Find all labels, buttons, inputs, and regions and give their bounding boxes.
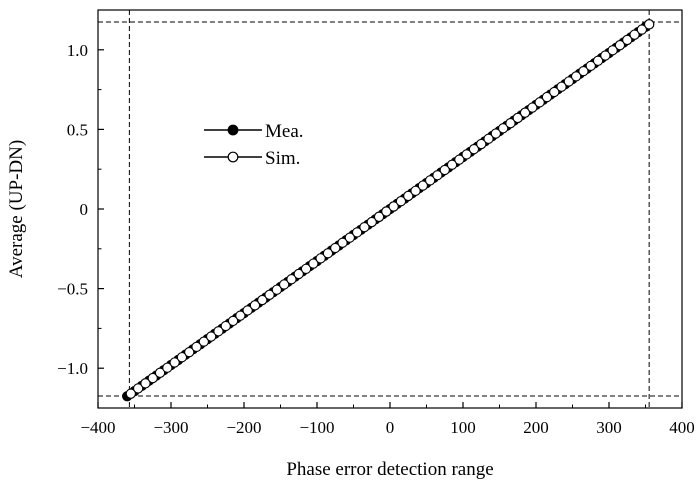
sim-data-point: [169, 357, 180, 368]
sim-data-point: [395, 196, 407, 207]
sim-data-point: [403, 190, 414, 202]
sim-data-point: [388, 201, 399, 212]
sim-data-point: [629, 29, 640, 40]
sim-data-point: [571, 71, 582, 82]
sim-data-point: [454, 154, 465, 165]
reference-lines: [98, 10, 682, 408]
sim-data-point: [483, 133, 494, 144]
sim-data-point: [373, 211, 385, 222]
legend-label-mea: Mea.: [265, 121, 304, 142]
x-tick-label: 100: [450, 418, 476, 437]
sim-data-point: [541, 91, 553, 103]
sim-data-point: [461, 149, 472, 160]
sim-data-point: [154, 367, 166, 378]
legend-marker-sim: [227, 151, 239, 163]
x-tick-label: 400: [669, 418, 695, 437]
sim-data-point: [585, 60, 596, 72]
sim-data-point: [293, 268, 304, 280]
y-tick-label: 0: [80, 200, 89, 219]
sim-data-point: [505, 118, 516, 129]
sim-data-point: [147, 372, 158, 384]
sim-data-point: [549, 86, 560, 98]
sim-data-point: [278, 279, 290, 290]
sim-data-point: [644, 19, 655, 30]
x-tick-label: −200: [226, 418, 261, 437]
x-tick-label: −400: [80, 418, 115, 437]
legend-label-sim: Sim.: [265, 148, 300, 169]
sim-data-point: [497, 123, 509, 134]
sim-data-point: [344, 232, 355, 243]
y-tick-label: −0.5: [57, 280, 88, 299]
sim-data-point: [578, 65, 589, 77]
x-axis-ticks: −400 −300 −200 −100 0 100 200 300 400: [80, 402, 695, 437]
sim-data-point: [351, 227, 363, 238]
sim-data-point: [235, 310, 246, 321]
x-tick-label: 200: [523, 418, 549, 437]
sim-data-point: [614, 40, 626, 51]
sim-data-point: [227, 315, 239, 327]
sim-data-point: [600, 50, 611, 61]
sim-data-point: [205, 331, 217, 342]
sim-data-point: [198, 336, 209, 347]
data-markers: [122, 19, 655, 402]
sim-data-point: [322, 248, 334, 259]
sim-data-point: [381, 206, 392, 217]
y-axis-ticks: −1.0 −0.5 0 0.5 1.0: [57, 41, 104, 378]
sim-data-point: [490, 128, 501, 139]
sim-data-point: [410, 185, 421, 197]
legend-marker-mea: [227, 124, 239, 136]
sim-data-point: [476, 138, 487, 150]
sim-data-point: [140, 378, 151, 389]
x-tick-label: −100: [299, 418, 334, 437]
sim-data-point: [512, 112, 523, 124]
sim-data-point: [424, 175, 436, 186]
x-tick-label: −300: [153, 418, 188, 437]
y-tick-label: −1.0: [57, 359, 88, 378]
sim-data-point: [519, 107, 531, 118]
sim-data-point: [271, 284, 282, 295]
x-axis-title: Phase error detection range: [286, 459, 493, 480]
sim-data-point: [330, 242, 341, 254]
sim-data-point: [286, 274, 297, 285]
sim-data-point: [162, 362, 173, 373]
sim-data-point: [337, 237, 348, 248]
sim-data-point: [563, 76, 574, 87]
sim-data-point: [125, 388, 137, 399]
sim-data-point: [257, 294, 268, 306]
sim-data-point: [191, 341, 202, 353]
sim-data-point: [359, 221, 370, 233]
x-tick-label: 300: [596, 418, 622, 437]
sim-data-point: [184, 346, 195, 358]
sim-data-point: [366, 216, 377, 228]
sim-data-point: [220, 320, 231, 332]
sim-data-point: [622, 34, 633, 46]
sim-data-point: [132, 383, 144, 394]
sim-data-point: [417, 180, 428, 191]
legend: Mea. Sim.: [204, 121, 304, 169]
sim-data-point: [432, 170, 443, 181]
y-axis-title: Average (UP-DN): [6, 140, 27, 278]
sim-data-point: [556, 81, 567, 92]
sim-data-point: [446, 159, 458, 170]
sim-data-point: [439, 164, 450, 176]
sim-data-point: [242, 305, 253, 316]
sim-data-point: [468, 143, 480, 155]
sim-data-point: [527, 102, 538, 113]
sim-data-point: [592, 55, 604, 66]
sim-data-point: [607, 45, 618, 56]
sim-data-point: [308, 258, 319, 269]
sim-data-point: [636, 24, 647, 35]
sim-data-point: [534, 97, 545, 108]
y-tick-label: 1.0: [67, 41, 88, 60]
sim-data-point: [315, 253, 326, 264]
sim-data-point: [176, 352, 188, 363]
x-tick-label: 0: [386, 418, 395, 437]
sim-data-point: [300, 263, 312, 275]
y-tick-label: 0.5: [67, 120, 88, 139]
sim-data-point: [249, 300, 261, 311]
sim-data-point: [264, 289, 275, 300]
sim-data-point: [213, 326, 224, 337]
